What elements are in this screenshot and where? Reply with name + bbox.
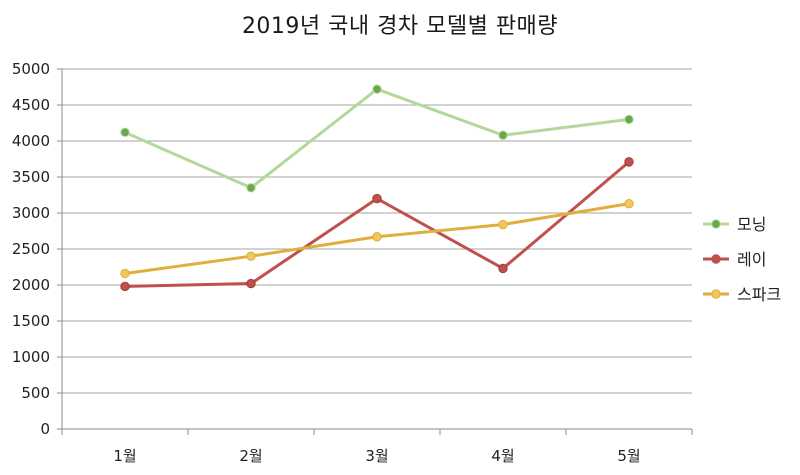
data-point [498, 263, 508, 274]
data-point [624, 114, 634, 125]
data-point [372, 232, 382, 242]
legend-item: 레이 [703, 250, 766, 269]
x-tick-label: 3월 [365, 447, 388, 465]
series-2 [120, 157, 634, 292]
x-tick-label: 5월 [617, 447, 640, 465]
y-tick-label: 1000 [12, 348, 50, 366]
data-point [246, 278, 256, 289]
y-tick-label: 3500 [12, 168, 50, 186]
y-tick-label: 4500 [12, 96, 50, 114]
data-point [372, 84, 382, 94]
data-point [372, 193, 382, 204]
gridlines [62, 68, 692, 394]
legend-item: 스파크 [703, 285, 781, 304]
y-tick-label: 1500 [12, 312, 50, 330]
chart-title: 2019년 국내 경차 모델별 판매량 [241, 14, 559, 39]
series-line [123, 160, 631, 288]
series-3 [120, 198, 634, 279]
legend-item: 모닝 [703, 215, 766, 234]
y-tick-label: 4000 [12, 132, 50, 150]
data-point [498, 219, 508, 230]
data-point [498, 130, 508, 140]
y-tick-label: 500 [21, 384, 50, 402]
y-tick-label: 0 [40, 420, 50, 438]
series-lines [120, 84, 634, 292]
data-point [120, 268, 130, 279]
x-tick-label: 1월 [113, 447, 136, 465]
series-line [123, 87, 631, 190]
legend-marker [711, 219, 721, 229]
legend-label: 레이 [737, 250, 766, 269]
y-tick-label: 2500 [12, 240, 50, 258]
data-point [624, 198, 634, 209]
data-point [246, 251, 256, 261]
x-axis-ticks: 1월 2월 3월 4월 5월 [113, 447, 640, 465]
data-point [120, 281, 130, 292]
legend-label: 스파크 [737, 285, 781, 304]
y-tick-label: 2000 [12, 276, 50, 294]
data-point [120, 127, 130, 138]
legend-marker [711, 254, 721, 264]
y-tick-label: 3000 [12, 204, 50, 222]
y-tick-label: 5000 [12, 60, 50, 78]
data-point [624, 157, 634, 167]
y-axis-ticks: 0 500 1000 1500 2000 2500 3000 3500 4000 4500 5000 [12, 60, 50, 438]
x-tick-label: 2월 [239, 447, 262, 465]
legend-label: 모닝 [737, 215, 766, 234]
axes [57, 68, 693, 435]
series-1 [120, 84, 634, 193]
data-point [246, 183, 256, 193]
legend-marker [711, 289, 721, 299]
x-tick-label: 4월 [491, 447, 514, 465]
